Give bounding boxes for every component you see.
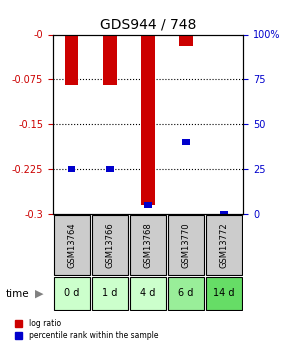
Bar — [65, 34, 79, 85]
Text: 4 d: 4 d — [140, 288, 156, 298]
FancyBboxPatch shape — [92, 277, 128, 310]
Bar — [106, 166, 114, 172]
Text: 14 d: 14 d — [213, 288, 235, 298]
Bar — [220, 211, 228, 217]
Bar — [179, 34, 193, 47]
Bar — [103, 34, 117, 85]
Text: time: time — [6, 289, 30, 299]
FancyBboxPatch shape — [54, 215, 90, 275]
Bar — [68, 166, 76, 172]
Text: GSM13768: GSM13768 — [144, 222, 152, 268]
FancyBboxPatch shape — [206, 277, 242, 310]
FancyBboxPatch shape — [130, 215, 166, 275]
FancyBboxPatch shape — [130, 277, 166, 310]
Text: GSM13770: GSM13770 — [182, 222, 190, 268]
Title: GDS944 / 748: GDS944 / 748 — [100, 18, 196, 32]
Text: GSM13764: GSM13764 — [67, 222, 76, 268]
Text: 0 d: 0 d — [64, 288, 79, 298]
Text: ▶: ▶ — [35, 289, 44, 299]
Text: GSM13772: GSM13772 — [220, 222, 229, 268]
Text: 6 d: 6 d — [178, 288, 194, 298]
Bar — [141, 34, 155, 205]
FancyBboxPatch shape — [92, 215, 128, 275]
FancyBboxPatch shape — [168, 215, 204, 275]
Text: 1 d: 1 d — [102, 288, 117, 298]
Bar — [217, 34, 231, 36]
Legend: log ratio, percentile rank within the sample: log ratio, percentile rank within the sa… — [12, 316, 161, 343]
FancyBboxPatch shape — [206, 215, 242, 275]
FancyBboxPatch shape — [168, 277, 204, 310]
Text: GSM13766: GSM13766 — [105, 222, 114, 268]
FancyBboxPatch shape — [54, 277, 90, 310]
Bar — [182, 139, 190, 145]
Bar — [144, 202, 152, 208]
